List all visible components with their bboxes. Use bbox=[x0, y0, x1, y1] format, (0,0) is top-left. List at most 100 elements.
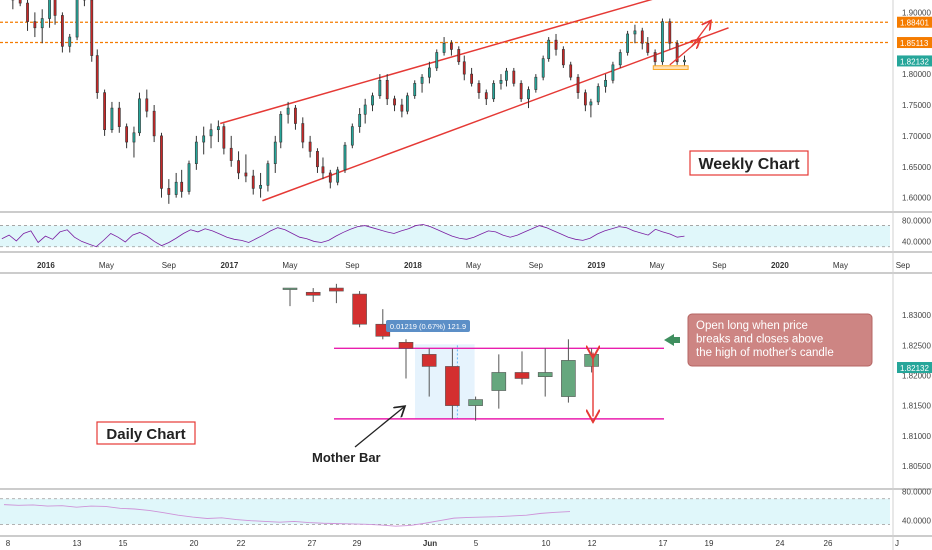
weekly-candle bbox=[187, 163, 191, 192]
weekly-candle bbox=[259, 184, 262, 189]
weekly-chart-label: Weekly Chart bbox=[698, 156, 800, 173]
weekly-y-tick-label: 1.70000 bbox=[902, 132, 931, 141]
weekly-candle bbox=[589, 101, 593, 106]
weekly-candle bbox=[519, 83, 523, 100]
weekly-candle bbox=[611, 64, 615, 81]
daily-y-tick-label: 1.82500 bbox=[902, 341, 931, 350]
daily-y-tick-label: 1.80500 bbox=[902, 462, 931, 471]
weekly-candle bbox=[470, 73, 474, 84]
weekly-x-tick-label: May bbox=[649, 261, 664, 270]
weekly-candle bbox=[167, 188, 171, 195]
weekly-candle bbox=[633, 30, 637, 35]
channel-lower-line bbox=[262, 27, 729, 202]
daily-rsi-tick-label: 40.0000 bbox=[902, 517, 931, 526]
weekly-rsi-band bbox=[0, 225, 890, 247]
weekly-x-tick-label: 2018 bbox=[404, 261, 422, 270]
weekly-candle bbox=[569, 64, 573, 78]
callout-text-line: Open long when price bbox=[696, 320, 808, 332]
weekly-candle bbox=[174, 181, 178, 195]
daily-chart-label-box bbox=[96, 421, 196, 445]
weekly-candle bbox=[209, 129, 213, 137]
weekly-x-tick-label: Sep bbox=[345, 261, 360, 270]
weekly-candle bbox=[618, 52, 622, 66]
weekly-candle bbox=[512, 70, 516, 84]
weekly-chart-label-box bbox=[689, 150, 809, 176]
daily-x-tick-label: 8 bbox=[6, 539, 11, 548]
daily-candle bbox=[398, 342, 414, 349]
daily-x-tick-label: 27 bbox=[308, 539, 317, 548]
daily-x-tick-label: 22 bbox=[237, 539, 246, 548]
weekly-price-tag-bg bbox=[897, 55, 932, 67]
weekly-candle bbox=[378, 79, 382, 97]
weekly-y-tick-label: 1.90000 bbox=[902, 8, 931, 17]
weekly-candle bbox=[477, 83, 481, 93]
weekly-candle bbox=[308, 141, 312, 152]
weekly-candle bbox=[75, 0, 79, 38]
weekly-candle bbox=[646, 42, 650, 53]
callout-text: Open long when price breaks and closes ab… bbox=[696, 320, 834, 359]
daily-chart-label: Daily Chart bbox=[106, 426, 185, 443]
daily-candle bbox=[584, 354, 599, 367]
measure-label: 0.01219 (0.67%) 121.9 bbox=[390, 322, 466, 331]
weekly-candle bbox=[484, 92, 488, 100]
weekly-x-tick-label: Sep bbox=[712, 261, 727, 270]
weekly-candle bbox=[40, 18, 44, 29]
weekly-candle bbox=[26, 2, 29, 22]
weekly-rsi-line bbox=[1, 224, 685, 248]
weekly-candle bbox=[328, 172, 332, 183]
daily-x-tick-label: 15 bbox=[119, 539, 128, 548]
weekly-candle bbox=[626, 33, 629, 53]
weekly-candle bbox=[668, 21, 672, 44]
weekly-y-tick-label: 1.80000 bbox=[902, 70, 931, 79]
weekly-y-tick-label: 1.60000 bbox=[902, 194, 931, 203]
weekly-candle bbox=[48, 0, 51, 19]
weekly-candle bbox=[462, 61, 466, 75]
daily-x-tick-label: 20 bbox=[190, 539, 199, 548]
weekly-candle bbox=[68, 36, 72, 47]
mother-bar-pointer-arrow bbox=[354, 407, 404, 448]
weekly-candle bbox=[152, 110, 156, 137]
callout-pointer-arrow bbox=[664, 334, 680, 346]
weekly-candle bbox=[279, 113, 283, 143]
weekly-price-tag-bg bbox=[897, 16, 932, 28]
channel-upper-line bbox=[219, 0, 653, 125]
weekly-candle bbox=[661, 21, 664, 63]
weekly-candle bbox=[457, 49, 461, 63]
weekly-candle bbox=[33, 21, 37, 29]
weekly-candle bbox=[683, 59, 686, 63]
weekly-candle bbox=[244, 172, 248, 177]
weekly-x-tick-label: Sep bbox=[162, 261, 177, 270]
daily-x-tick-label: 13 bbox=[73, 539, 82, 548]
callout-text-line: breaks and closes above bbox=[696, 334, 823, 346]
daily-rsi-band bbox=[0, 498, 890, 525]
weekly-y-tick-label: 1.75000 bbox=[902, 101, 931, 110]
weekly-candle bbox=[202, 135, 206, 143]
weekly-candle bbox=[547, 39, 551, 59]
weekly-candle bbox=[125, 126, 129, 143]
weekly-candle bbox=[554, 39, 558, 50]
weekly-x-tick-label: May bbox=[466, 261, 481, 270]
daily-candle bbox=[491, 372, 507, 391]
weekly-candle bbox=[110, 107, 114, 131]
weekly-x-tick-label: Sep bbox=[896, 261, 911, 270]
daily-rsi-line bbox=[3, 504, 571, 527]
weekly-candle bbox=[229, 147, 233, 161]
daily-candle bbox=[421, 354, 437, 367]
weekly-candle bbox=[160, 135, 163, 189]
daily-x-tick-label: 26 bbox=[824, 539, 833, 548]
weekly-candle bbox=[301, 123, 305, 143]
weekly-price-tag-bg bbox=[897, 37, 932, 49]
weekly-candle bbox=[358, 113, 362, 127]
weekly-candle bbox=[103, 92, 106, 131]
daily-candle bbox=[537, 372, 553, 377]
daily-candle bbox=[329, 287, 344, 292]
weekly-price-tag-label: 1.85113 bbox=[900, 39, 929, 48]
daily-x-tick-label: Jun bbox=[423, 539, 437, 548]
weekly-candle bbox=[492, 83, 496, 100]
weekly-candle bbox=[450, 42, 453, 50]
weekly-candle bbox=[53, 0, 57, 16]
weekly-x-tick-label: 2016 bbox=[37, 261, 55, 270]
weekly-rsi-tick-label: 40.0000 bbox=[902, 237, 931, 246]
weekly-candle bbox=[400, 104, 404, 112]
